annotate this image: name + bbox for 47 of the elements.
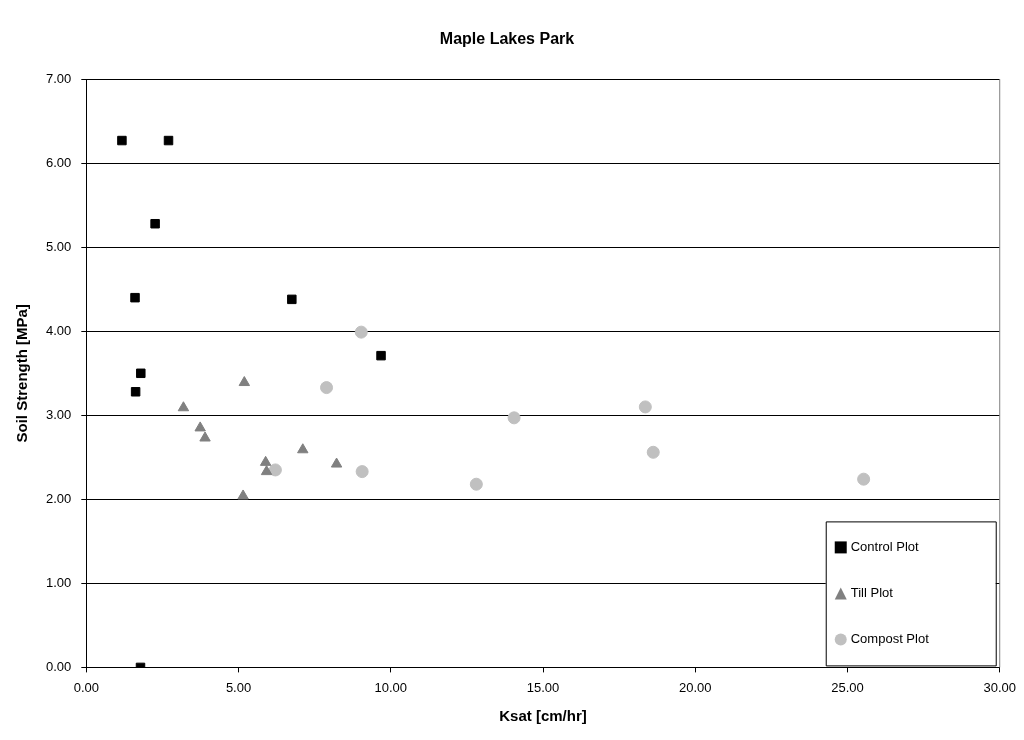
point <box>199 431 211 442</box>
point <box>237 489 249 500</box>
point <box>238 376 251 387</box>
point <box>646 445 660 459</box>
x-tick-label: 0.00 <box>73 679 99 695</box>
point <box>297 443 309 454</box>
point <box>376 350 386 361</box>
point <box>469 477 483 491</box>
point <box>260 465 273 476</box>
point <box>163 135 174 146</box>
x-tick-label: 5.00 <box>225 679 252 695</box>
x-tick-label: 10.00 <box>374 679 408 695</box>
point <box>259 455 272 466</box>
point <box>857 472 871 486</box>
point <box>268 463 282 477</box>
legend-label: Till Plot <box>850 584 894 600</box>
x-tick-label: 25.00 <box>831 679 864 695</box>
y-tick-label: 4.00 <box>45 322 72 338</box>
point <box>287 294 297 305</box>
point <box>177 401 190 412</box>
x-tick-label: 30.00 <box>983 679 1017 695</box>
y-tick-label: 0.00 <box>45 658 72 674</box>
point <box>130 387 141 397</box>
x-tick-label: 15.00 <box>526 679 560 695</box>
point <box>354 325 368 339</box>
chart-title: Maple Lakes Park <box>439 30 575 48</box>
point <box>507 411 521 425</box>
point <box>638 400 652 414</box>
y-tick-label: 3.00 <box>45 406 72 422</box>
x-axis-title: Ksat [cm/hr] <box>499 707 587 725</box>
point <box>130 292 140 303</box>
y-tick-label: 7.00 <box>45 70 72 86</box>
y-tick-label: 5.00 <box>45 238 72 254</box>
legend-label: Compost Plot <box>850 630 930 646</box>
point <box>355 465 369 479</box>
point <box>136 368 146 379</box>
point <box>117 135 127 146</box>
x-tick-label: 20.00 <box>678 679 712 695</box>
point <box>150 218 160 229</box>
point <box>194 421 206 432</box>
y-tick-label: 6.00 <box>45 154 72 170</box>
point <box>330 457 343 468</box>
y-tick-label: 2.00 <box>45 490 72 506</box>
point <box>320 381 334 395</box>
y-tick-label: 1.00 <box>45 574 72 590</box>
legend-label: Control Plot <box>850 538 920 554</box>
y-axis-title: Soil Strength [MPa] <box>13 304 31 443</box>
